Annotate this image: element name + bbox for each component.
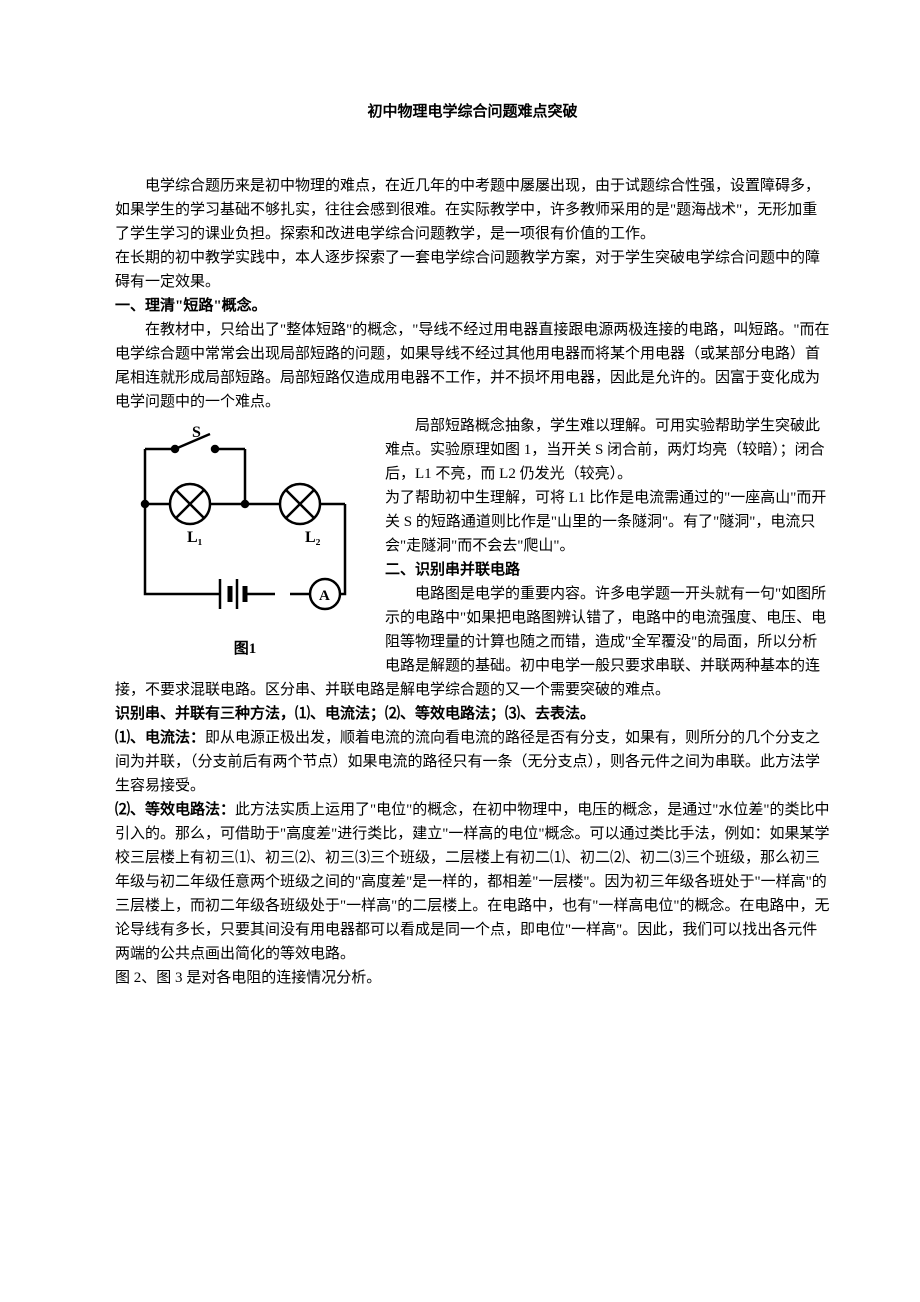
figure-text-wrap: S L₁ L₂ A 图1 局部短路概念抽象，学生难以理解。可用实验帮助学生突破此… bbox=[115, 414, 830, 702]
method-2: ⑵、等效电路法：此方法实质上运用了"电位"的概念，在初中物理中，电压的概念，是通… bbox=[115, 798, 830, 966]
method-2-label: ⑵、等效电路法： bbox=[115, 802, 235, 818]
method-1-label: ⑴、电流法： bbox=[115, 730, 205, 746]
method-1: ⑴、电流法：即从电源正极出发，顺着电流的流向看电流的路径是否有分支，如果有，则所… bbox=[115, 726, 830, 798]
section-1-paragraph-1: 在教材中，只给出了"整体短路"的概念，"导线不经过用电器直接跟电源两极连接的电路… bbox=[115, 318, 830, 414]
section-1-heading: 一、理清"短路"概念。 bbox=[115, 294, 830, 318]
intro-paragraph-2: 在长期的初中教学实践中，本人逐步探索了一套电学综合问题教学方案，对于学生突破电学… bbox=[115, 246, 830, 294]
intro-paragraph-1: 电学综合题历来是初中物理的难点，在近几年的中考题中屡屡出现，由于试题综合性强，设… bbox=[115, 174, 830, 246]
lamp2-label: L₂ bbox=[305, 529, 321, 546]
lamp1-label: L₁ bbox=[187, 529, 203, 546]
methods-heading: 识别串、并联有三种方法，⑴、电流法；⑵、等效电路法；⑶、去表法。 bbox=[115, 702, 830, 726]
document-title: 初中物理电学综合问题难点突破 bbox=[115, 100, 830, 124]
figure-1-container: S L₁ L₂ A 图1 bbox=[115, 419, 375, 661]
circuit-diagram-icon: S L₁ L₂ A bbox=[115, 419, 375, 634]
figure-1-caption: 图1 bbox=[115, 637, 375, 661]
switch-label: S bbox=[192, 424, 201, 441]
ammeter-label: A bbox=[319, 588, 330, 604]
method-2-text: 此方法实质上运用了"电位"的概念，在初中物理中，电压的概念，是通过"水位差"的类… bbox=[115, 802, 830, 962]
method-1-text: 即从电源正极出发，顺着电流的流向看电流的路径是否有分支，如果有，则所分的几个分支… bbox=[115, 730, 820, 794]
section-2-final: 图 2、图 3 是对各电阻的连接情况分析。 bbox=[115, 966, 830, 990]
